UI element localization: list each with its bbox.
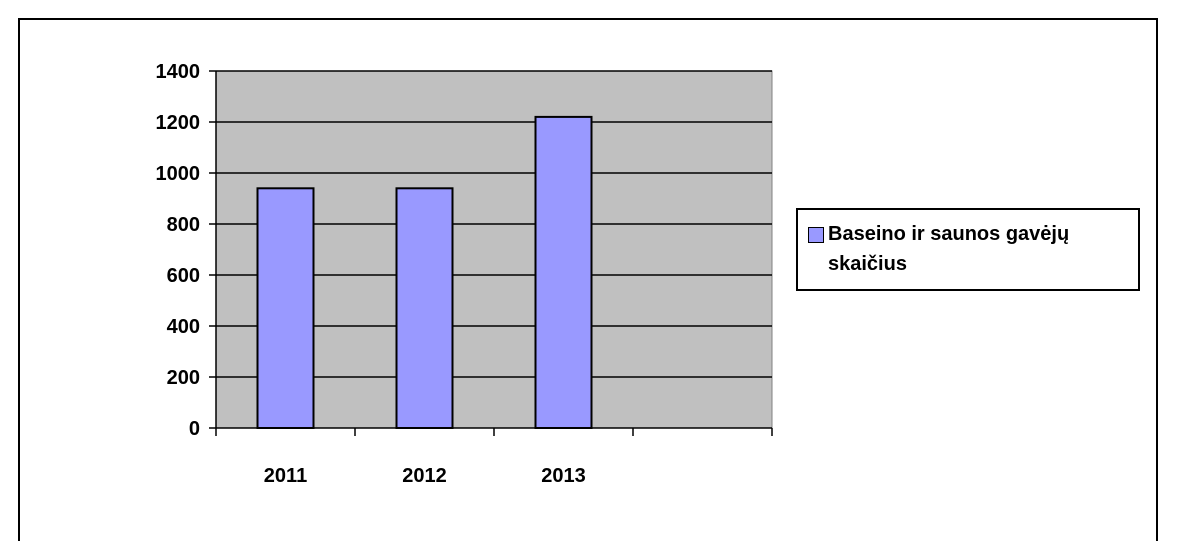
axes — [209, 70, 773, 436]
y-tick-label: 200 — [167, 367, 200, 389]
bar — [256, 187, 315, 429]
y-tick-labels: 0 200 400 600 800 1000 1200 1400 — [156, 61, 201, 440]
x-tick-label: 2011 — [264, 465, 307, 487]
bar — [534, 115, 593, 430]
y-tick-label: 600 — [167, 265, 200, 287]
x-tick-label: 2012 — [402, 465, 447, 487]
y-tick-label: 1200 — [156, 112, 201, 134]
legend-swatch — [808, 227, 824, 243]
y-tick-label: 800 — [167, 214, 200, 236]
bars — [256, 115, 593, 430]
y-tick-label: 0 — [189, 418, 200, 440]
y-tick-label: 1000 — [156, 163, 201, 185]
bar — [395, 187, 454, 429]
y-tick-label: 400 — [167, 316, 200, 338]
legend-label: Baseino ir saunos gavėjų skaičius — [828, 223, 1070, 275]
y-tick-label: 1400 — [156, 61, 201, 83]
legend: Baseino ir saunos gavėjų skaičius — [796, 208, 1140, 291]
x-tick-label: 2013 — [541, 465, 586, 487]
x-tick-labels: 2011 2012 2013 — [264, 465, 586, 487]
